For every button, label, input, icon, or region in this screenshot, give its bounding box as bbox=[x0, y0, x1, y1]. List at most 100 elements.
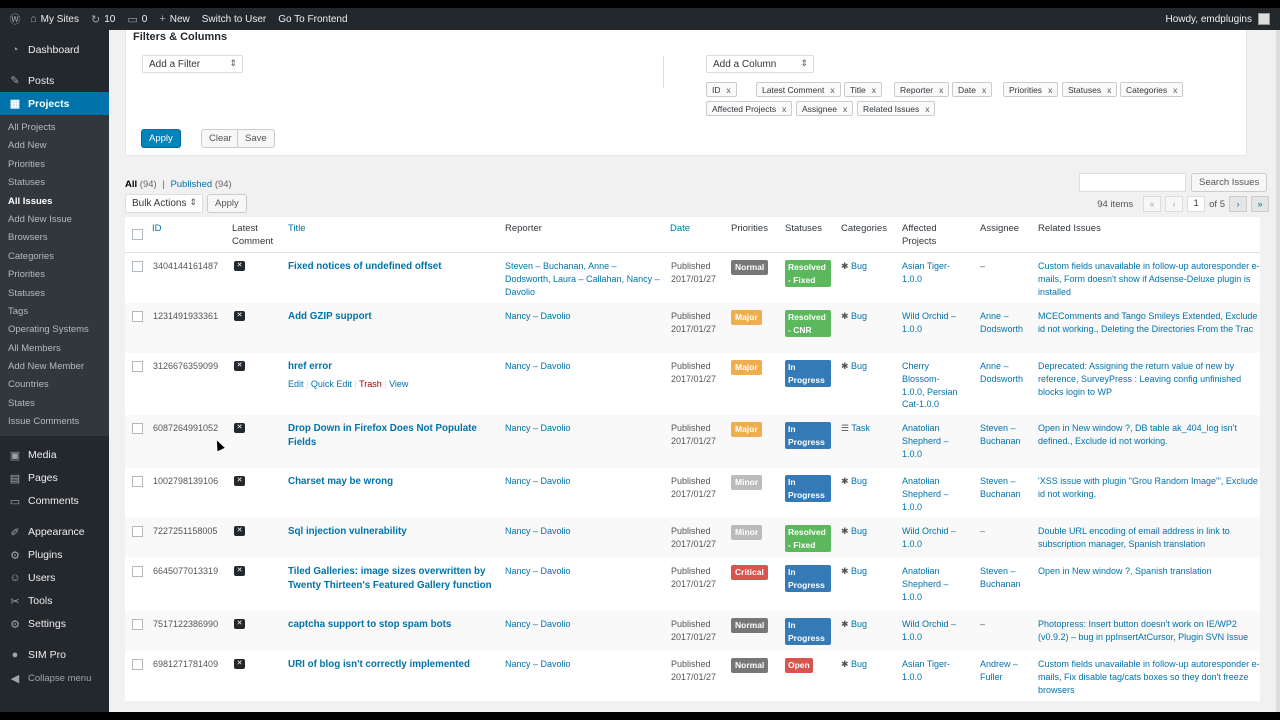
issue-title-link[interactable]: Sql injection vulnerability bbox=[288, 526, 407, 537]
col-date[interactable]: Date bbox=[670, 223, 691, 234]
add-column-select[interactable]: Add a Column ⇕ bbox=[706, 55, 814, 73]
submenu-item[interactable]: Statuses bbox=[8, 177, 45, 189]
related-issues-link[interactable]: MCEComments and Tango Smileys Extended, … bbox=[1038, 311, 1258, 334]
col-title[interactable]: Title bbox=[288, 223, 306, 234]
search-issues-button[interactable]: Search Issues bbox=[1191, 173, 1268, 192]
row-checkbox[interactable] bbox=[132, 619, 143, 630]
view-published-link[interactable]: Published bbox=[170, 179, 213, 190]
reporter-link[interactable]: Nancy – Davolio bbox=[505, 423, 571, 433]
category-link[interactable]: ✱ Bug bbox=[841, 619, 867, 629]
latest-comment-icon[interactable]: ✕ bbox=[234, 476, 245, 486]
issue-title-link[interactable]: Fixed notices of undefined offset bbox=[288, 261, 442, 272]
affected-project-link[interactable]: Anatolian Shepherd – 1.0.0 bbox=[902, 566, 949, 602]
assignee-link[interactable]: – bbox=[980, 261, 986, 271]
sidebar-item-sim-pro[interactable]: ● SIM Pro bbox=[0, 644, 109, 667]
row-checkbox[interactable] bbox=[132, 476, 143, 487]
remove-chip-icon[interactable]: x bbox=[871, 85, 876, 95]
submenu-item[interactable]: All Issues bbox=[8, 195, 53, 207]
assignee-link[interactable]: Anne – Dodsworth bbox=[980, 311, 1024, 334]
category-link[interactable]: ✱ Bug bbox=[841, 566, 867, 576]
row-checkbox[interactable] bbox=[132, 659, 143, 670]
issue-title-link[interactable]: Charset may be wrong bbox=[288, 476, 394, 487]
row-action-trash[interactable]: Trash bbox=[359, 378, 382, 389]
submenu-item[interactable]: Priorities bbox=[8, 158, 45, 170]
related-issues-link[interactable]: Custom fields unavailable in follow-up a… bbox=[1038, 261, 1260, 297]
assignee-link[interactable]: – bbox=[980, 526, 986, 536]
row-checkbox[interactable] bbox=[132, 423, 143, 434]
related-issues-link[interactable]: Photopress: Insert button doesn't work o… bbox=[1038, 619, 1249, 642]
submenu-item[interactable]: Issue Comments bbox=[8, 416, 80, 428]
remove-chip-icon[interactable]: x bbox=[1107, 85, 1112, 95]
prev-page-button[interactable]: ‹ bbox=[1165, 196, 1184, 212]
submenu-item[interactable]: Priorities bbox=[8, 269, 45, 281]
remove-chip-icon[interactable]: x bbox=[925, 104, 930, 114]
latest-comment-icon[interactable]: ✕ bbox=[234, 361, 245, 371]
save-filters-button[interactable]: Save bbox=[237, 129, 275, 148]
col-id[interactable]: ID bbox=[152, 223, 162, 234]
submenu-item[interactable]: Statuses bbox=[8, 287, 45, 299]
affected-project-link[interactable]: Wild Orchid – 1.0.0 bbox=[902, 619, 957, 642]
related-issues-link[interactable]: Double URL encoding of email address in … bbox=[1038, 526, 1230, 549]
sidebar-item-plugins[interactable]: ⚙ Plugins bbox=[0, 544, 109, 567]
sidebar-item-pages[interactable]: ▤ Pages bbox=[0, 467, 109, 490]
bulk-apply-button[interactable]: Apply bbox=[207, 194, 247, 213]
latest-comment-icon[interactable]: ✕ bbox=[234, 261, 245, 271]
affected-project-link[interactable]: Asian Tiger-1.0.0 bbox=[902, 659, 951, 682]
next-page-button[interactable]: › bbox=[1229, 196, 1247, 212]
related-issues-link[interactable]: Open in New window ?, DB table ak_404_lo… bbox=[1038, 423, 1237, 446]
apply-filters-button[interactable]: Apply bbox=[141, 129, 181, 148]
assignee-link[interactable]: Anne – Dodsworth bbox=[980, 361, 1024, 384]
assignee-link[interactable]: Steven – Buchanan bbox=[980, 566, 1021, 589]
category-link[interactable]: ☰ Task bbox=[841, 423, 870, 433]
category-link[interactable]: ✱ Bug bbox=[841, 261, 867, 271]
submenu-item[interactable]: Tags bbox=[8, 305, 29, 317]
affected-project-link[interactable]: Anatolian Shepherd – 1.0.0 bbox=[902, 476, 949, 512]
submenu-item[interactable]: Add New Issue bbox=[8, 213, 72, 225]
sidebar-item-dashboard[interactable]: ◔ Dashboard bbox=[0, 38, 109, 61]
new-content-link[interactable]: + New bbox=[159, 13, 190, 25]
select-all-checkbox[interactable] bbox=[132, 229, 143, 240]
sidebar-item-appearance[interactable]: ✐ Appearance bbox=[0, 521, 109, 544]
row-checkbox[interactable] bbox=[132, 566, 143, 577]
row-action-edit[interactable]: Edit bbox=[288, 378, 304, 389]
wordpress-logo-icon[interactable]: Ⓦ bbox=[9, 14, 21, 26]
latest-comment-icon[interactable]: ✕ bbox=[234, 566, 245, 576]
row-checkbox[interactable] bbox=[132, 261, 143, 272]
category-link[interactable]: ✱ Bug bbox=[841, 659, 867, 669]
remove-chip-icon[interactable]: x bbox=[842, 104, 848, 114]
category-link[interactable]: ✱ Bug bbox=[841, 476, 867, 486]
sidebar-item-media[interactable]: ▣ Media bbox=[0, 444, 109, 467]
remove-chip-icon[interactable]: x bbox=[939, 85, 944, 95]
reporter-link[interactable]: Steven – Buchanan, Anne – Dodsworth, Lau… bbox=[505, 261, 660, 297]
category-link[interactable]: ✱ Bug bbox=[841, 361, 867, 371]
first-page-button[interactable]: « bbox=[1143, 196, 1162, 212]
affected-project-link[interactable]: Asian Tiger-1.0.0 bbox=[902, 261, 951, 284]
remove-chip-icon[interactable]: x bbox=[981, 85, 987, 95]
related-issues-link[interactable]: Open in New window ?, Spanish translatio… bbox=[1038, 566, 1212, 576]
submenu-item[interactable]: Add New Member bbox=[8, 361, 85, 373]
row-checkbox[interactable] bbox=[132, 526, 143, 537]
affected-project-link[interactable]: Cherry Blossom-1.0.0, Persian Cat-1.0.0 bbox=[902, 361, 958, 410]
latest-comment-icon[interactable]: ✕ bbox=[234, 526, 245, 536]
reporter-link[interactable]: Nancy – Davolio bbox=[505, 361, 571, 371]
sidebar-item-comments[interactable]: ▭ Comments bbox=[0, 490, 109, 513]
submenu-item[interactable]: Categories bbox=[8, 250, 54, 262]
latest-comment-icon[interactable]: ✕ bbox=[234, 423, 245, 433]
latest-comment-icon[interactable]: ✕ bbox=[234, 311, 245, 321]
submenu-item[interactable]: Countries bbox=[8, 379, 49, 391]
submenu-item[interactable]: Operating Systems bbox=[8, 324, 89, 336]
reporter-link[interactable]: Nancy – Davolio bbox=[505, 619, 571, 629]
assignee-link[interactable]: – bbox=[980, 619, 986, 629]
assignee-link[interactable]: Steven – Buchanan bbox=[980, 476, 1021, 499]
affected-project-link[interactable]: Anatolian Shepherd – 1.0.0 bbox=[902, 423, 949, 459]
submenu-item[interactable]: States bbox=[8, 397, 35, 409]
scrollbar[interactable] bbox=[1276, 30, 1280, 712]
switch-to-user-link[interactable]: Switch to User bbox=[201, 13, 267, 25]
issue-title-link[interactable]: Add GZIP support bbox=[288, 311, 372, 322]
issue-title-link[interactable]: captcha support to stop spam bots bbox=[288, 619, 452, 630]
row-action-quick-edit[interactable]: Quick Edit bbox=[310, 378, 352, 389]
updates-link[interactable]: ↻ 10 bbox=[91, 13, 116, 26]
clear-filters-button[interactable]: Clear bbox=[201, 129, 240, 148]
latest-comment-icon[interactable]: ✕ bbox=[234, 619, 245, 629]
submenu-item[interactable]: All Members bbox=[8, 342, 61, 354]
